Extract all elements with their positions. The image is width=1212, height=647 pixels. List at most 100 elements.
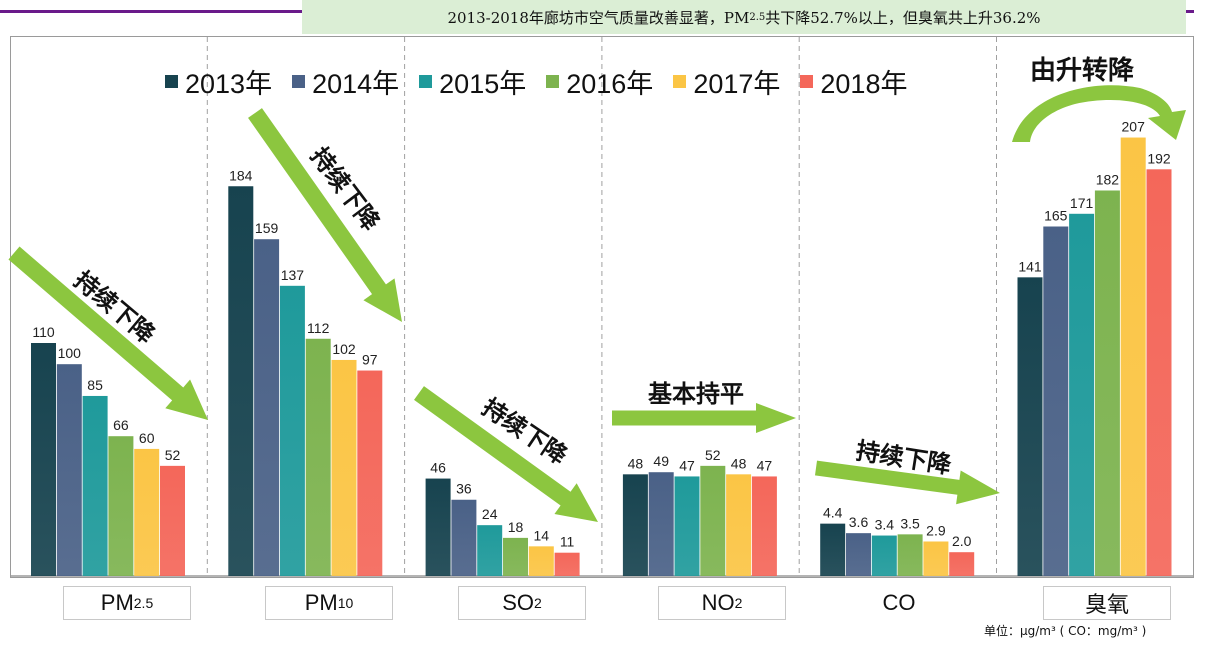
bar bbox=[1069, 213, 1095, 577]
legend-swatch bbox=[800, 75, 814, 88]
data-label: 52 bbox=[705, 447, 721, 463]
legend-swatch bbox=[292, 75, 306, 88]
data-label: 3.4 bbox=[875, 517, 895, 533]
bar bbox=[108, 436, 134, 576]
legend-label: 2016年 bbox=[566, 69, 654, 99]
legend-swatch bbox=[419, 75, 433, 88]
bar bbox=[846, 533, 871, 576]
data-label: 171 bbox=[1070, 195, 1094, 211]
trend-arrow-pm25 bbox=[8, 246, 208, 420]
data-label: 11 bbox=[560, 534, 575, 550]
bar bbox=[622, 474, 648, 576]
data-label: 141 bbox=[1018, 258, 1042, 274]
category-label: NO 2 bbox=[658, 586, 786, 620]
trend-arrow-so2 bbox=[414, 386, 598, 522]
category-label: CO bbox=[835, 586, 963, 620]
trend-arrow-co bbox=[814, 460, 1000, 505]
data-label: 47 bbox=[757, 457, 773, 473]
category-label-main: NO bbox=[701, 590, 735, 615]
data-label: 184 bbox=[229, 167, 253, 183]
headline-text-before: 2013-2018年廊坊市空气质量改善显著，PM bbox=[447, 8, 750, 27]
trend-arrows bbox=[8, 85, 1186, 522]
category-label-sub: 10 bbox=[337, 595, 354, 611]
data-label: 36 bbox=[456, 481, 472, 497]
legend-label: 2015年 bbox=[439, 69, 527, 99]
bar bbox=[528, 546, 554, 576]
data-label: 48 bbox=[731, 455, 747, 471]
data-label: 192 bbox=[1147, 150, 1171, 166]
bar bbox=[726, 474, 752, 576]
legend-label: 2018年 bbox=[820, 69, 908, 99]
data-label: 85 bbox=[87, 377, 103, 393]
bar bbox=[1094, 190, 1120, 576]
bar bbox=[331, 359, 357, 576]
bar bbox=[1017, 277, 1043, 576]
legend-item: 2014年 bbox=[292, 62, 399, 101]
legend-label: 2014年 bbox=[312, 69, 400, 99]
category-label-main: SO bbox=[502, 590, 534, 615]
data-label: 66 bbox=[113, 417, 129, 433]
data-label: 18 bbox=[508, 519, 524, 535]
data-label: 14 bbox=[534, 527, 550, 543]
trend-arrow-no2 bbox=[612, 403, 796, 433]
legend-item: 2018年 bbox=[800, 62, 907, 101]
category-label: PM 2.5 bbox=[63, 586, 191, 620]
trend-arrow-pm10 bbox=[248, 108, 402, 322]
top-accent-line bbox=[0, 10, 310, 13]
bar bbox=[82, 395, 108, 576]
category-label: PM 10 bbox=[265, 586, 393, 620]
data-label: 159 bbox=[255, 220, 279, 236]
bar bbox=[820, 523, 846, 576]
data-label: 137 bbox=[281, 267, 305, 283]
data-label: 48 bbox=[628, 455, 644, 471]
data-label: 207 bbox=[1122, 119, 1146, 135]
data-label: 46 bbox=[430, 460, 446, 476]
headline-text-sub: 2.5 bbox=[749, 11, 766, 23]
bars-layer bbox=[31, 137, 1172, 577]
bar bbox=[871, 535, 897, 576]
data-label: 102 bbox=[332, 341, 356, 357]
legend-swatch bbox=[165, 75, 178, 88]
category-label: 臭氧 bbox=[1043, 586, 1171, 620]
legend-item: 2013年 bbox=[165, 62, 272, 101]
headline-text-after: 共下降52.7%以上，但臭氧共上升36.2% bbox=[765, 8, 1041, 27]
data-label: 52 bbox=[165, 447, 181, 463]
legend-label: 2017年 bbox=[693, 69, 781, 99]
data-label: 47 bbox=[679, 457, 695, 473]
headline-banner: 2013-2018年廊坊市空气质量改善显著，PM 2.5 共下降52.7%以上，但臭… bbox=[302, 0, 1186, 34]
data-label: 3.6 bbox=[849, 514, 869, 530]
data-label: 3.5 bbox=[900, 515, 920, 531]
data-label: 112 bbox=[307, 320, 330, 336]
data-label: 110 bbox=[32, 324, 55, 340]
legend-item: 2016年 bbox=[546, 62, 653, 101]
trend-arrow-o3 bbox=[1012, 85, 1186, 142]
chart-frame bbox=[10, 36, 1194, 578]
bar bbox=[897, 534, 923, 576]
data-label: 49 bbox=[653, 453, 669, 469]
bar bbox=[254, 239, 280, 576]
data-label: 24 bbox=[482, 506, 498, 522]
bar bbox=[134, 448, 160, 576]
legend-swatch bbox=[673, 75, 687, 88]
category-label-main: 臭氧 bbox=[1084, 592, 1129, 617]
legend-swatch bbox=[546, 75, 560, 88]
bar bbox=[674, 476, 700, 576]
bar bbox=[477, 525, 503, 576]
data-label: 165 bbox=[1044, 208, 1068, 224]
bar bbox=[357, 370, 383, 576]
category-dividers bbox=[11, 37, 1193, 577]
category-label-main: PM bbox=[304, 590, 338, 615]
legend: 2013年 2014年 2015年 2016年 2017年 2018年 bbox=[165, 62, 927, 101]
bar bbox=[949, 552, 975, 576]
data-label: 182 bbox=[1096, 171, 1120, 187]
data-label: 100 bbox=[58, 345, 82, 361]
unit-note: 单位：μg/m³ ( CO：mg/m³ ) bbox=[984, 624, 1147, 638]
category-label-main: PM bbox=[100, 590, 134, 615]
annotation-no2: 基本持平 bbox=[648, 380, 744, 408]
category-label-main: CO bbox=[882, 590, 916, 615]
bar bbox=[648, 472, 674, 576]
annotation-o3: 由升转降 bbox=[1030, 56, 1135, 86]
data-label: 2.9 bbox=[926, 522, 946, 538]
